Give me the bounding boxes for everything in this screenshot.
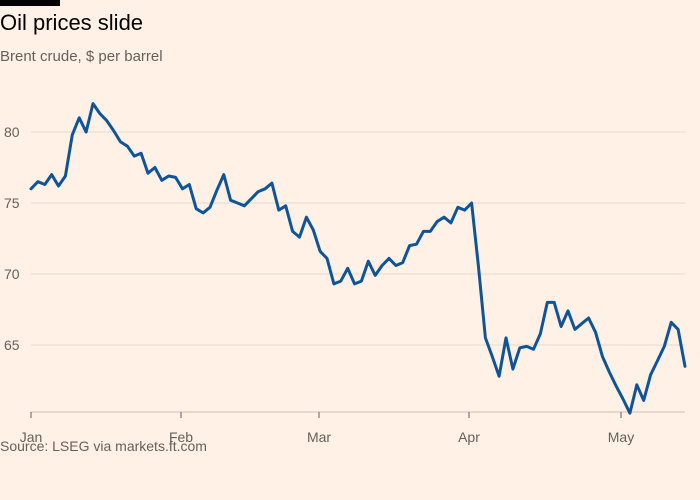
- chart-subtitle: Brent crude, $ per barrel: [0, 48, 163, 65]
- x-axis: Jan Feb Mar Apr May: [20, 411, 685, 445]
- brand-bar: [0, 0, 60, 6]
- gridlines: [31, 131, 685, 346]
- x-tick-label: Apr: [458, 429, 480, 445]
- x-tick-label: Mar: [307, 429, 331, 445]
- y-tick-label: 70: [4, 266, 20, 282]
- y-axis-ticks: 65 70 75 80: [4, 124, 20, 353]
- y-tick-label: 75: [4, 195, 20, 211]
- source-note: Source: LSEG via markets.ft.com: [0, 438, 207, 454]
- chart-title: Oil prices slide: [0, 10, 144, 35]
- x-tick-label: Jan: [20, 429, 43, 445]
- x-tick-label: May: [608, 429, 634, 445]
- y-tick-label: 80: [4, 124, 20, 140]
- y-tick-label: 65: [4, 337, 20, 353]
- series-line-brent: [29, 102, 687, 415]
- x-tick-label: Feb: [169, 429, 193, 445]
